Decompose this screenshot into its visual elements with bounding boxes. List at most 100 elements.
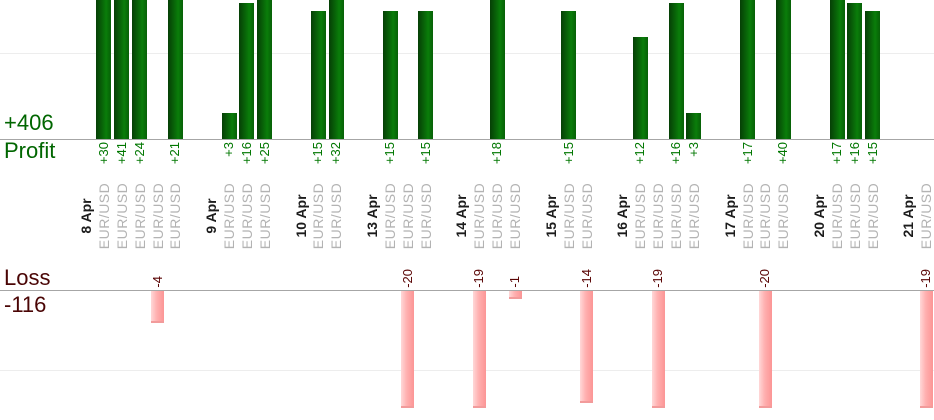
instrument-label: EUR/USD	[632, 182, 649, 250]
profit-value-label: +40	[775, 142, 791, 165]
profit-value-label: +25	[256, 142, 272, 165]
profit-value-label: +24	[131, 142, 147, 165]
profit-value-label: +15	[381, 142, 397, 165]
instrument-label: EUR/USD	[864, 182, 881, 250]
instrument-label: EUR/USD	[95, 182, 112, 250]
loss-value-label: -19	[650, 269, 666, 288]
profit-bar[interactable]	[561, 11, 577, 139]
profit-bar[interactable]	[96, 0, 112, 139]
date-label: 15 Apr	[542, 194, 559, 238]
profit-bar[interactable]	[418, 11, 434, 139]
instrument-label: EUR/USD	[739, 182, 756, 250]
instrument-label: EUR/USD	[417, 182, 434, 250]
instrument-label: EUR/USD	[775, 182, 792, 250]
profit-value-label: +12	[632, 142, 648, 165]
loss-plot-area	[0, 291, 934, 408]
profit-value-label: +15	[417, 142, 433, 165]
date-label: 10 Apr	[292, 194, 309, 238]
loss-value-label: -1	[507, 276, 523, 288]
profit-value-label: +41	[113, 142, 129, 165]
instrument-label: EUR/USD	[381, 182, 398, 250]
instrument-label: EUR/USD	[828, 182, 845, 250]
instrument-label: EUR/USD	[685, 182, 702, 250]
instrument-label: EUR/USD	[668, 182, 685, 250]
instrument-label: EUR/USD	[256, 182, 273, 250]
loss-bar[interactable]	[151, 291, 164, 323]
profit-bar[interactable]	[847, 3, 863, 139]
profit-bar[interactable]	[382, 11, 398, 139]
instrument-label: EUR/USD	[310, 182, 327, 250]
instrument-label: EUR/USD	[113, 182, 130, 250]
profit-bar[interactable]	[132, 0, 148, 139]
instrument-label: EUR/USD	[167, 182, 184, 250]
profit-value-label: +15	[560, 142, 576, 165]
profit-bar[interactable]	[114, 0, 130, 139]
profit-value-label: +3	[221, 142, 237, 157]
instrument-label: EUR/USD	[489, 182, 506, 250]
date-label: 9 Apr	[203, 198, 220, 234]
loss-bar[interactable]	[758, 291, 772, 408]
profit-bar[interactable]	[865, 11, 881, 139]
loss-bar[interactable]	[472, 291, 486, 408]
profit-bar[interactable]	[740, 0, 756, 139]
profit-value-label: +16	[846, 142, 862, 165]
instrument-label: EUR/USD	[399, 182, 416, 250]
loss-gridline	[0, 370, 934, 371]
profit-value-label: +30	[95, 142, 111, 165]
profit-bar[interactable]	[221, 113, 237, 139]
loss-bar[interactable]	[401, 291, 415, 408]
profit-gridline	[0, 53, 934, 54]
instrument-label: EUR/USD	[507, 182, 524, 250]
instrument-label: EUR/USD	[578, 182, 595, 250]
loss-value-label: -19	[471, 269, 487, 288]
date-label: 13 Apr	[364, 194, 381, 238]
profit-plot-area	[0, 0, 934, 139]
profit-bar[interactable]	[310, 11, 326, 139]
date-label: 14 Apr	[453, 194, 470, 238]
loss-value-label: -20	[399, 269, 415, 288]
profit-bar[interactable]	[328, 0, 344, 139]
profit-value-label: +3	[685, 142, 701, 157]
profit-bar[interactable]	[829, 0, 845, 139]
profit-axis-line	[0, 139, 934, 140]
loss-value-label: -14	[578, 269, 594, 288]
instrument-label: EUR/USD	[471, 182, 488, 250]
profit-value-label: +16	[238, 142, 254, 165]
date-label: 20 Apr	[811, 194, 828, 238]
loss-bar[interactable]	[651, 291, 665, 408]
date-label: 16 Apr	[614, 194, 631, 238]
profit-bar[interactable]	[239, 3, 255, 139]
date-label: 8 Apr	[78, 198, 94, 234]
instrument-label: EUR/USD	[560, 182, 577, 250]
loss-value-label: -4	[149, 276, 165, 288]
loss-bar[interactable]	[508, 291, 522, 299]
profit-value-label: +32	[328, 142, 344, 165]
profit-bar[interactable]	[632, 37, 648, 139]
instrument-label: EUR/USD	[757, 182, 774, 250]
profit-bar[interactable]	[489, 0, 505, 139]
profit-bar[interactable]	[167, 0, 183, 139]
instrument-label: EUR/USD	[328, 182, 345, 250]
loss-total: -116	[4, 292, 47, 317]
profit-bar[interactable]	[668, 3, 684, 139]
profit-total: +406	[4, 110, 54, 135]
loss-bar[interactable]	[919, 291, 933, 408]
instrument-label: EUR/USD	[650, 182, 667, 250]
profit-bar[interactable]	[775, 0, 791, 139]
instrument-label: EUR/USD	[131, 182, 148, 250]
loss-bar[interactable]	[580, 291, 594, 403]
instrument-label: EUR/USD	[149, 182, 166, 250]
loss-axis-line	[0, 290, 934, 291]
profit-bar[interactable]	[257, 0, 273, 139]
date-label: 21 Apr	[900, 194, 917, 238]
profit-bar[interactable]	[686, 113, 702, 139]
instrument-label: EUR/USD	[846, 182, 863, 250]
date-label: 17 Apr	[721, 194, 738, 238]
loss-value-label: -20	[757, 269, 773, 288]
loss-value-label: -19	[918, 269, 934, 288]
profit-value-label: +21	[167, 142, 183, 165]
instrument-label: EUR/USD	[221, 182, 238, 250]
profit-value-label: +15	[310, 142, 326, 165]
loss-axis-label: Loss	[4, 265, 51, 290]
